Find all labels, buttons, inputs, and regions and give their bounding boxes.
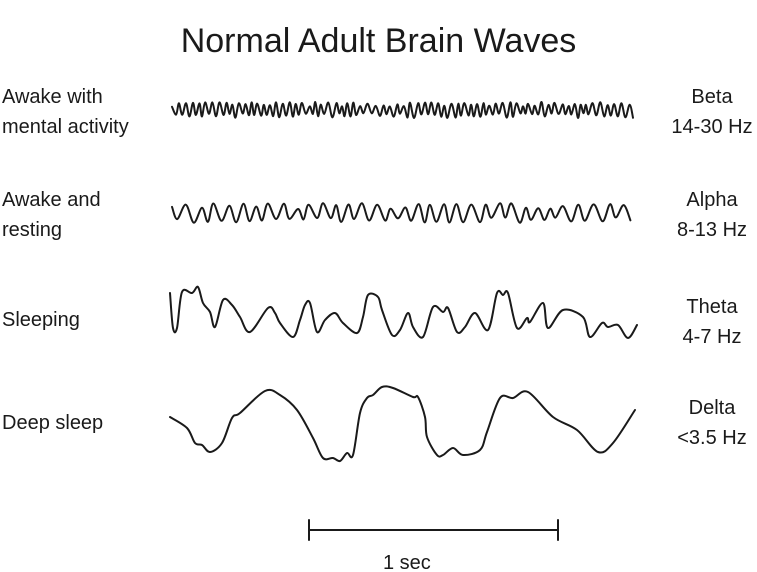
state-label-alpha: Awake and resting [2,189,101,241]
state-label-delta: Deep sleep [2,412,104,434]
delta-wave [169,385,636,463]
wave-label-beta: Beta 14-30 Hz [671,86,753,138]
state-label-theta: Sleeping [2,309,80,331]
wave-label-theta: Theta 4-7 Hz [682,296,742,348]
diagram-title: Normal Adult Brain Waves [180,22,577,60]
beta-wave [171,100,634,120]
scale-bar-label: 1 sec [383,552,431,572]
wave-label-delta: Delta <3.5 Hz [677,397,747,449]
alpha-wave [171,202,632,224]
wave-label-alpha: Alpha 8-13 Hz [676,189,748,241]
theta-wave [169,285,638,339]
state-label-beta: Awake with mental activity [2,86,129,138]
